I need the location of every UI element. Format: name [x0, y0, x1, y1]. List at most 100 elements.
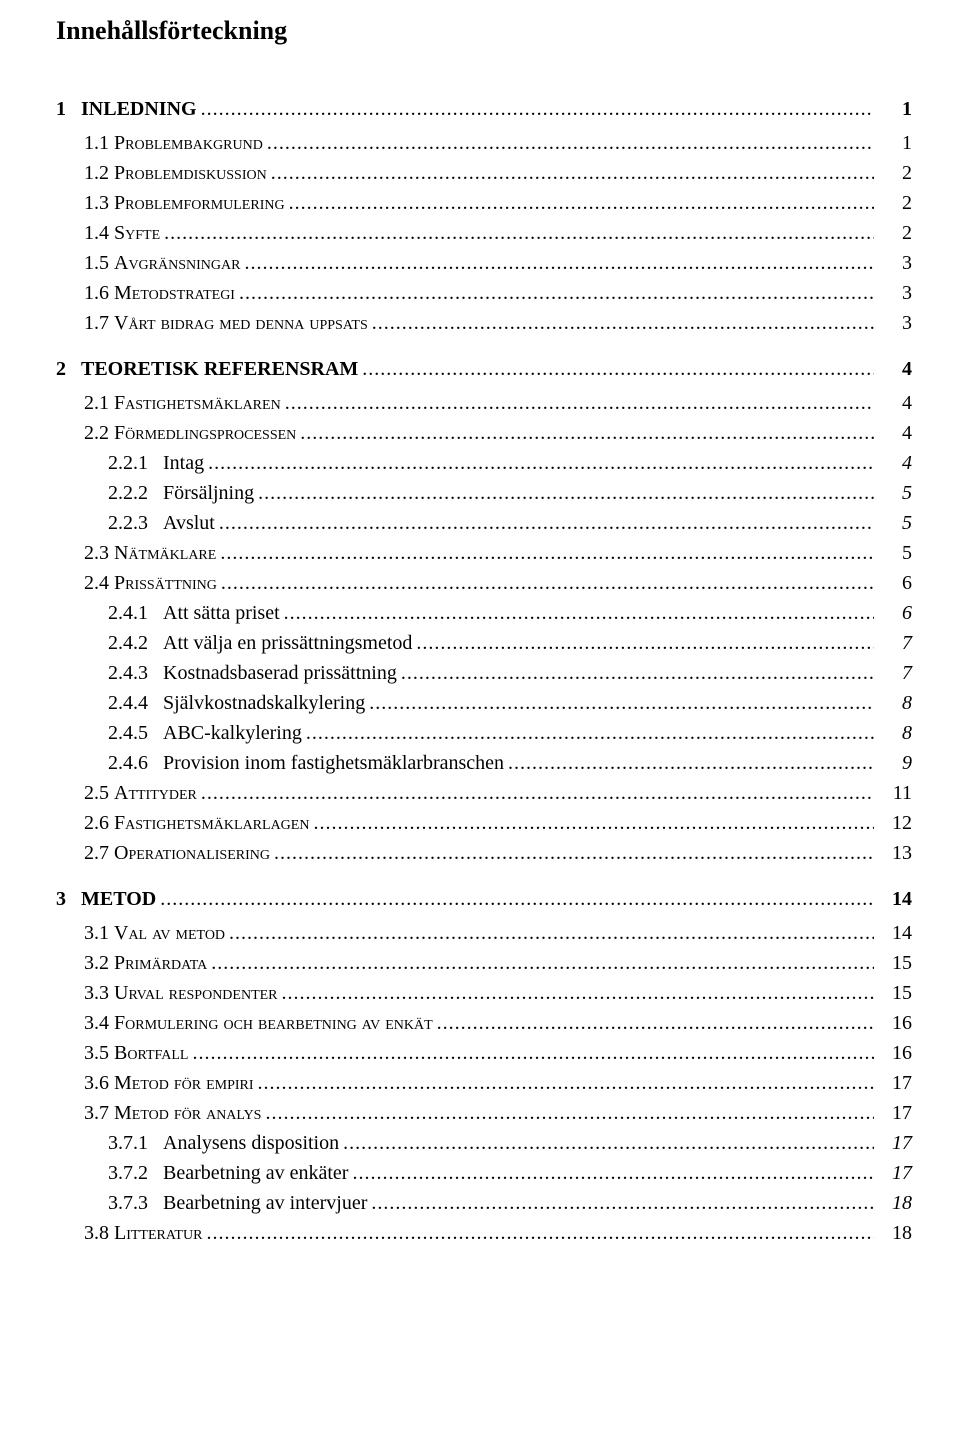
toc-entry-page: 18 [878, 1188, 912, 1218]
toc-leader-dots [265, 1098, 874, 1128]
toc-entry-page: 15 [878, 978, 912, 1008]
toc-entry-page: 14 [878, 884, 912, 914]
toc-entry-label: ABC-kalkylering [163, 718, 302, 748]
toc-entry-number: 1.7 [84, 308, 114, 338]
toc-entry-page: 17 [878, 1068, 912, 1098]
toc-entry: 2.6 Fastighetsmäklarlagen12 [56, 808, 912, 838]
toc-entry-number: 2.6 [84, 808, 114, 838]
toc-entry-label: Analysens disposition [163, 1128, 339, 1158]
toc-entry-label: Kostnadsbaserad prissättning [163, 658, 397, 688]
toc-entry-page: 2 [878, 188, 912, 218]
toc-entry-label: Bearbetning av enkäter [163, 1158, 348, 1188]
toc-leader-dots [219, 508, 874, 538]
toc-entry-number: 3.6 [84, 1068, 114, 1098]
toc-leader-dots [221, 568, 874, 598]
toc-entry: 3.2 Primärdata 15 [56, 948, 912, 978]
toc-entry-number: 2.2.3 [108, 508, 163, 538]
toc-leader-dots [229, 918, 874, 948]
toc-leader-dots [274, 838, 874, 868]
toc-entry: 1.7 Vårt bidrag med denna uppsats3 [56, 308, 912, 338]
toc-entry-number: 3 [56, 884, 81, 914]
toc-leader-dots [369, 688, 874, 718]
toc-entry: 2.4.4 Självkostnadskalkylering8 [56, 688, 912, 718]
toc-entry-label: Problemformulering [114, 188, 285, 218]
toc-entry: 1.5 Avgränsningar3 [56, 248, 912, 278]
toc-entry: 1.4 Syfte2 [56, 218, 912, 248]
toc-entry-label: Formulering och bearbetning av enkät [114, 1008, 433, 1038]
toc-entry: 1.6 Metodstrategi3 [56, 278, 912, 308]
toc-leader-dots [206, 1218, 874, 1248]
toc-entry-number: 2.3 [84, 538, 114, 568]
toc-entry-number: 2.4.3 [108, 658, 163, 688]
toc-leader-dots [352, 1158, 874, 1188]
toc-leader-dots [244, 248, 874, 278]
toc-entry: 3.7.1 Analysens disposition17 [56, 1128, 912, 1158]
toc-entry-page: 15 [878, 948, 912, 978]
toc-leader-dots [313, 808, 874, 838]
toc-entry-page: 17 [878, 1098, 912, 1128]
toc-entry-label: Syfte [114, 218, 160, 248]
toc-entry-number: 2.1 [84, 388, 114, 418]
toc-entry-number: 2.2.2 [108, 478, 163, 508]
toc-entry-label: Fastighetsmäklarlagen [114, 808, 309, 838]
toc-entry-label: METOD [81, 884, 156, 914]
toc-leader-dots [306, 718, 874, 748]
toc-entry-page: 17 [878, 1158, 912, 1188]
toc-entry-number: 2.5 [84, 778, 114, 808]
toc-entry: 3.5 Bortfall16 [56, 1038, 912, 1068]
toc-leader-dots [201, 778, 874, 808]
toc-entry-label: Primärdata [114, 948, 207, 978]
toc-entry-label: Vårt bidrag med denna uppsats [114, 308, 368, 338]
toc-entry-page: 4 [878, 388, 912, 418]
toc-leader-dots [258, 478, 874, 508]
toc-entry-page: 9 [878, 748, 912, 778]
toc-entry-page: 5 [878, 508, 912, 538]
toc-entry-label: Fastighetsmäklaren [114, 388, 281, 418]
toc-entry-label: Försäljning [163, 478, 254, 508]
toc-entry-label: Självkostnadskalkylering [163, 688, 365, 718]
toc-entry-number: 3.8 [84, 1218, 114, 1248]
toc-entry-page: 6 [878, 598, 912, 628]
toc-leader-dots [164, 218, 874, 248]
toc-leader-dots [211, 948, 874, 978]
toc-entry-label: Problembakgrund [114, 128, 263, 158]
toc-entry-label: Nätmäklare [114, 538, 216, 568]
toc-entry: 3.7 Metod för analys17 [56, 1098, 912, 1128]
toc-entry-number: 2 [56, 354, 81, 384]
toc-entry: 3.4 Formulering och bearbetning av enkät… [56, 1008, 912, 1038]
toc-leader-dots [239, 278, 874, 308]
toc-entry-label: Intag [163, 448, 204, 478]
toc-entry: 2.4.3 Kostnadsbaserad prissättning7 [56, 658, 912, 688]
toc-entry-label: Operationalisering [114, 838, 270, 868]
toc-leader-dots [208, 448, 874, 478]
toc-entry-number: 2.4.5 [108, 718, 163, 748]
toc-entry-number: 3.3 [84, 978, 114, 1008]
toc-entry: 3.1 Val av metod14 [56, 918, 912, 948]
toc-entry-number: 3.5 [84, 1038, 114, 1068]
toc-leader-dots [192, 1038, 874, 1068]
toc-entry-number: 1.6 [84, 278, 114, 308]
toc-entry-page: 3 [878, 278, 912, 308]
toc-entry-number: 3.7.3 [108, 1188, 163, 1218]
toc-entry: 2.4.5 ABC-kalkylering8 [56, 718, 912, 748]
toc-entry-label: Att välja en prissättningsmetod [163, 628, 412, 658]
toc-entry-label: INLEDNING [81, 94, 197, 124]
toc-entry-page: 16 [878, 1008, 912, 1038]
toc-entry-label: Val av metod [114, 918, 225, 948]
toc-entry-label: Bortfall [114, 1038, 188, 1068]
toc-entry-number: 1.4 [84, 218, 114, 248]
toc-leader-dots [258, 1068, 874, 1098]
toc-entry-number: 3.2 [84, 948, 114, 978]
toc-entry-number: 3.7 [84, 1098, 114, 1128]
toc-entry: 3.6 Metod för empiri17 [56, 1068, 912, 1098]
toc-leader-dots [160, 884, 874, 914]
toc-entry-page: 1 [878, 94, 912, 124]
toc-entry-label: Avgränsningar [114, 248, 240, 278]
toc-entry-number: 2.4.2 [108, 628, 163, 658]
toc-entry: 2.3 Nätmäklare5 [56, 538, 912, 568]
toc-entry-page: 3 [878, 248, 912, 278]
toc-entry: 2.4.6 Provision inom fastighetsmäklarbra… [56, 748, 912, 778]
toc-leader-dots [267, 128, 874, 158]
toc-entry-label: TEORETISK REFERENSRAM [81, 354, 358, 384]
toc-entry: 1.3 Problemformulering2 [56, 188, 912, 218]
